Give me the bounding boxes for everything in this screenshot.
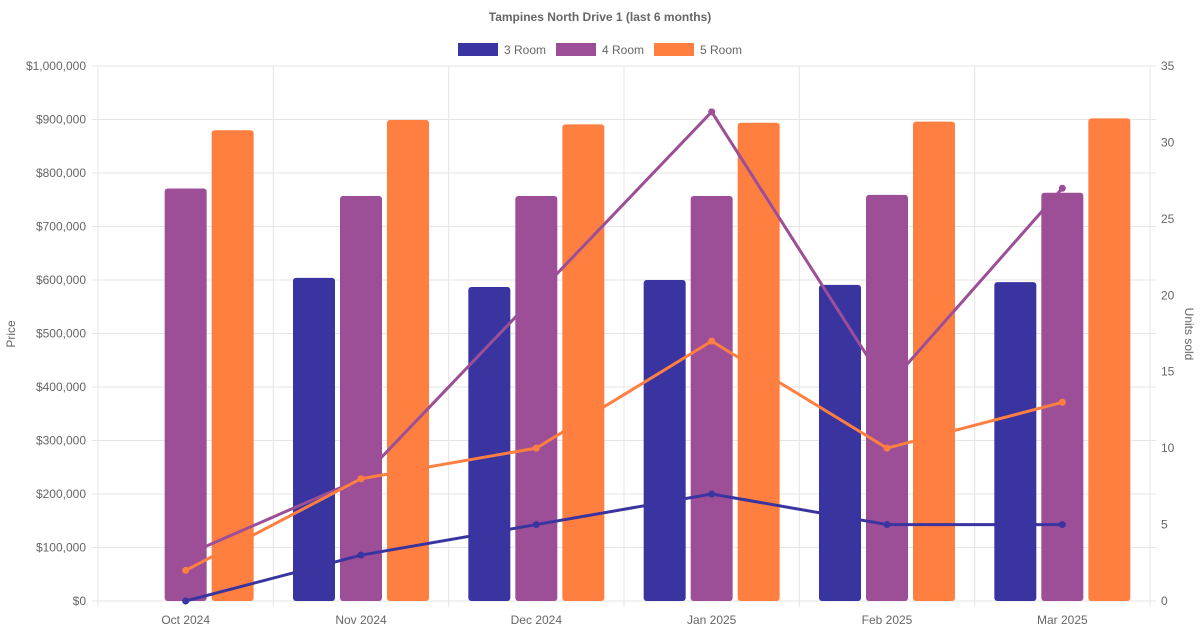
price-bar (293, 277, 335, 601)
price-bar (866, 194, 908, 601)
y2-tick-label: 10 (1161, 441, 1175, 455)
price-bar (340, 196, 382, 601)
price-bar (1041, 192, 1084, 602)
price-bar (690, 196, 733, 601)
units-sold-point (883, 521, 891, 529)
y-tick-label: $0 (73, 594, 87, 608)
y-tick-label: $300,000 (36, 434, 86, 448)
price-bar (164, 188, 207, 601)
units-sold-point (182, 597, 190, 605)
chart-title: Tampines North Drive 1 (last 6 months) (489, 10, 712, 24)
units-sold-line (184, 110, 1064, 557)
units-sold-point (357, 551, 365, 559)
legend-label: 5 Room (700, 43, 742, 57)
legend-swatch (556, 43, 596, 56)
x-tick-label: Feb 2025 (862, 613, 913, 627)
y-tick-label: $500,000 (36, 327, 86, 341)
x-tick-label: Jan 2025 (687, 613, 737, 627)
price-bar (211, 130, 254, 601)
y-axis-title: Price (4, 320, 18, 348)
legend-label: 4 Room (602, 43, 644, 57)
legend-swatch (654, 43, 694, 56)
y-tick-label: $900,000 (36, 113, 86, 127)
x-tick-label: Nov 2024 (335, 613, 387, 627)
y-tick-label: $1,000,000 (26, 59, 86, 73)
x-tick-label: Mar 2025 (1037, 613, 1088, 627)
y2-axis-title: Units sold (1182, 308, 1196, 361)
y2-tick-label: 25 (1161, 212, 1175, 226)
units-sold-point (357, 475, 365, 483)
units-sold-point (532, 444, 540, 452)
y-tick-label: $700,000 (36, 220, 86, 234)
y2-tick-label: 0 (1161, 594, 1168, 608)
y2-tick-label: 5 (1161, 518, 1168, 532)
units-sold-lines (182, 108, 1066, 605)
units-sold-point (708, 108, 716, 116)
price-bar (994, 282, 1037, 601)
y-tick-label: $600,000 (36, 273, 86, 287)
x-tick-label: Dec 2024 (511, 613, 563, 627)
price-bar (737, 122, 780, 602)
price-bars (164, 118, 1131, 602)
units-sold-point (883, 444, 891, 452)
units-sold-point (883, 383, 891, 391)
units-sold-point (1058, 184, 1066, 192)
price-bar (468, 286, 511, 601)
axes: $0 $100,000 $200,000 $300,000 $400,000 $500,0… (26, 59, 1175, 627)
price-bar (387, 120, 429, 601)
units-sold-point (1058, 521, 1066, 529)
price-bar (515, 196, 558, 601)
y-tick-label: $200,000 (36, 487, 86, 501)
units-sold-point (182, 566, 190, 574)
units-sold-point (708, 337, 716, 345)
y-tick-label: $800,000 (36, 166, 86, 180)
y2-tick-label: 30 (1161, 135, 1175, 149)
y-tick-label: $100,000 (36, 541, 86, 555)
legend-swatch (458, 43, 498, 56)
y2-tick-label: 15 (1161, 365, 1175, 379)
price-bar (913, 121, 955, 601)
price-bar (562, 124, 605, 601)
price-bar (819, 284, 861, 601)
units-sold-point (532, 521, 540, 529)
units-sold-line (184, 339, 1064, 572)
legend: 3 Room 4 Room 5 Room (458, 43, 742, 57)
y2-tick-label: 35 (1161, 59, 1175, 73)
units-sold-point (708, 490, 716, 498)
y-tick-label: $400,000 (36, 380, 86, 394)
price-bar (1088, 118, 1131, 602)
units-sold-point (532, 291, 540, 299)
units-sold-point (1058, 398, 1066, 406)
x-tick-label: Oct 2024 (161, 613, 210, 627)
price-bar (643, 280, 686, 601)
units-sold-point (182, 551, 190, 559)
y2-tick-label: 20 (1161, 288, 1175, 302)
legend-label: 3 Room (504, 43, 546, 57)
gridlines (92, 65, 1156, 607)
units-sold-line (184, 492, 1064, 603)
